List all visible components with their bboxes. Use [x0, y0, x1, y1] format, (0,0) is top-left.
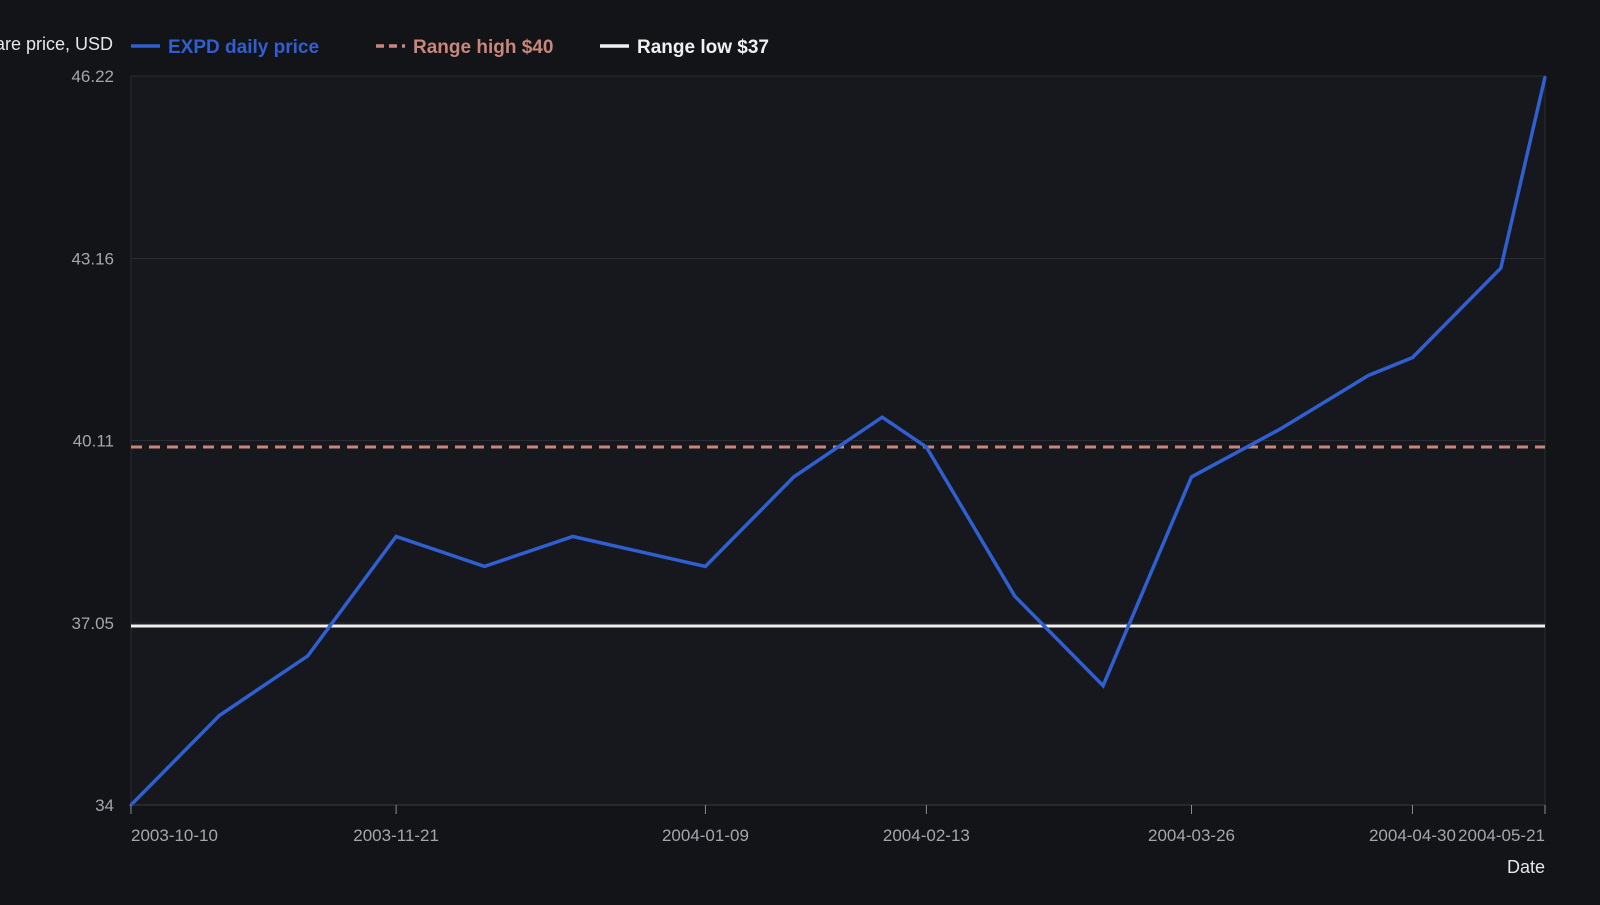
x-tick-label: 2003-11-21	[353, 826, 439, 845]
price-point	[483, 564, 486, 568]
price-point	[703, 564, 707, 568]
y-tick-label: 40.11	[73, 432, 114, 451]
y-tick-label: 34	[95, 796, 114, 815]
x-axis: 2003-10-10 2003-11-21 2004-01-09 2004-02-13…	[130, 804, 1546, 845]
price-series-line	[129, 76, 1547, 807]
x-tick-label: 2004-03-26	[1148, 826, 1235, 845]
price-point	[1499, 266, 1503, 270]
x-axis-title: Date	[1507, 857, 1545, 877]
price-point	[1101, 684, 1105, 688]
x-tick-label: 2004-01-09	[662, 826, 749, 845]
x-tick-label: 2004-04-30	[1369, 826, 1456, 845]
price-point	[1013, 594, 1017, 598]
price-point	[1366, 373, 1370, 377]
price-point	[1543, 75, 1547, 79]
y-axis: 34 37.05 40.11 43.16 46.22	[71, 67, 114, 815]
price-point	[1190, 475, 1193, 479]
price-point	[306, 654, 310, 658]
y-tick-label: 43.16	[71, 250, 114, 269]
legend: EXPD daily price Range high $40 Range low …	[131, 37, 769, 58]
price-point	[924, 445, 928, 449]
legend-label: EXPD daily price	[168, 37, 319, 58]
y-axis-title: Share price, USD	[0, 34, 113, 54]
y-tick-label: 37.05	[71, 614, 114, 633]
price-point	[1410, 356, 1414, 360]
legend-label: Range high $40	[413, 37, 553, 58]
price-point	[571, 535, 575, 539]
x-tick-label: 2004-02-13	[883, 826, 970, 845]
y-tick-label: 46.22	[71, 67, 114, 86]
price-point	[394, 535, 398, 539]
x-tick-label: 2004-05-21	[1458, 826, 1545, 845]
price-point	[217, 714, 221, 718]
legend-label: Range low $37	[637, 37, 769, 58]
x-tick-label: 2003-10-10	[131, 826, 218, 845]
price-point	[792, 475, 796, 479]
series-group	[129, 75, 1547, 807]
price-point	[1278, 427, 1282, 431]
price-point	[880, 415, 884, 419]
